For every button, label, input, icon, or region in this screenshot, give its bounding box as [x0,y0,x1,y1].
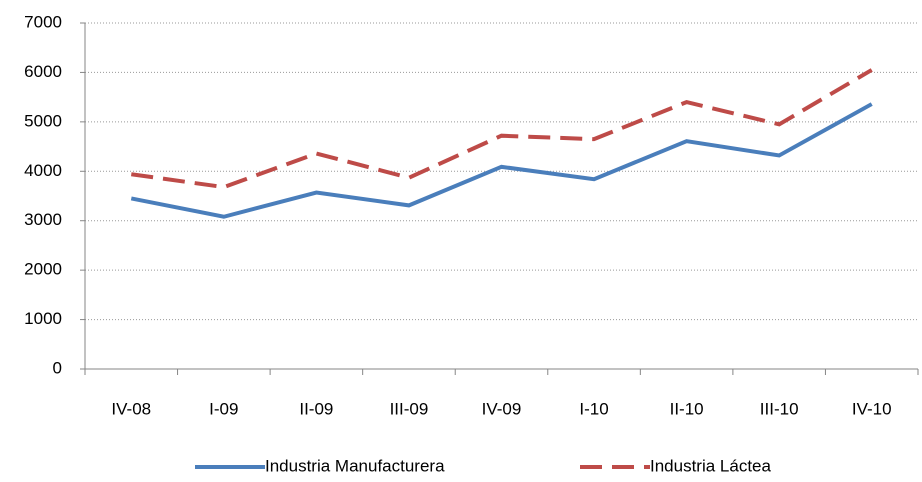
x-tick-label: I-09 [209,399,238,418]
x-tick-label: IV-10 [852,399,892,418]
y-tick-label: 3000 [24,210,62,229]
y-tick-label: 2000 [24,260,62,279]
x-tick-label: II-10 [670,399,704,418]
y-tick-label: 5000 [24,111,62,130]
y-tick-label: 1000 [24,309,62,328]
y-tick-label: 0 [53,358,62,377]
x-tick-label: IV-08 [111,399,151,418]
legend-label: Industria Láctea [650,456,772,475]
series-line [131,68,873,190]
x-tick-label: III-09 [390,399,429,418]
series-line [130,102,873,219]
x-tick-label: II-09 [299,399,333,418]
y-tick-label: 4000 [24,161,62,180]
x-tick-label: I-10 [579,399,608,418]
y-tick-label: 6000 [24,62,62,81]
x-tick-label: IV-09 [482,399,522,418]
x-tick-label: III-10 [760,399,799,418]
y-tick-label: 7000 [24,12,62,31]
legend-label: Industria Manufacturera [265,456,445,475]
